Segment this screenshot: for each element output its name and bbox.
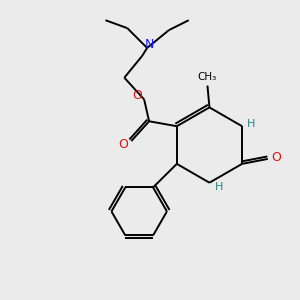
Text: N: N (144, 38, 154, 52)
Text: H: H (247, 119, 255, 129)
Text: O: O (118, 138, 128, 151)
Text: CH₃: CH₃ (198, 72, 217, 82)
Text: O: O (132, 89, 142, 102)
Text: O: O (271, 152, 281, 164)
Text: H: H (215, 182, 224, 192)
